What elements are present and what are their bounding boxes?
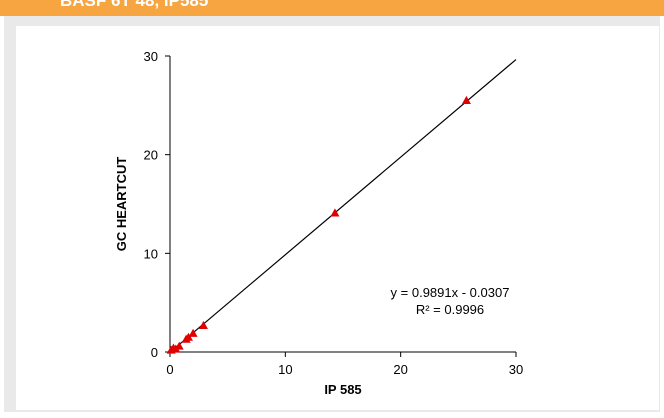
x-tick-label: 20	[393, 362, 407, 377]
x-tick-label: 0	[166, 362, 173, 377]
y-tick-label: 0	[151, 345, 158, 360]
y-tick-label: 30	[144, 49, 158, 64]
axes	[169, 56, 516, 353]
x-axis-label: IP 585	[324, 382, 361, 397]
data-point	[198, 320, 208, 329]
data-point	[188, 328, 198, 337]
header-bar: BASF 6T 48, IP585	[0, 0, 664, 16]
data-points	[166, 95, 471, 354]
data-point	[461, 95, 471, 104]
data-point	[183, 332, 193, 341]
ticks: 0 10 20 30 0 10 20 30	[144, 49, 524, 377]
x-tick-label: 10	[278, 362, 292, 377]
header-title: BASF 6T 48, IP585	[60, 0, 209, 10]
y-tick-label: 10	[144, 246, 158, 261]
r-squared-label: R² = 0.9996	[416, 302, 484, 317]
trendline	[169, 59, 517, 353]
chart-card	[16, 26, 659, 410]
x-tick-label: 30	[509, 362, 523, 377]
data-point	[330, 208, 340, 217]
y-tick-label: 20	[144, 148, 158, 163]
data-point	[174, 341, 184, 350]
y-axis-label: GC HEARTCUT	[114, 157, 129, 252]
trendline-equation: y = 0.9891x - 0.0307	[391, 285, 510, 300]
